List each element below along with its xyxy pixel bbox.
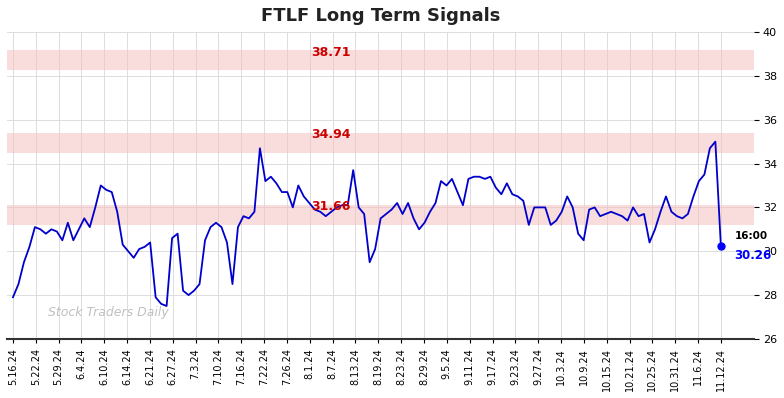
Text: 31.66: 31.66 xyxy=(311,200,351,213)
Text: 16:00: 16:00 xyxy=(735,231,768,241)
Bar xyxy=(8,205,753,225)
Bar xyxy=(8,51,753,70)
Text: Stock Traders Daily: Stock Traders Daily xyxy=(48,306,169,319)
Text: 34.94: 34.94 xyxy=(311,128,351,141)
Bar xyxy=(8,133,753,153)
Text: 30.26: 30.26 xyxy=(735,249,771,262)
Text: 38.71: 38.71 xyxy=(311,45,351,59)
Title: FTLF Long Term Signals: FTLF Long Term Signals xyxy=(261,7,500,25)
